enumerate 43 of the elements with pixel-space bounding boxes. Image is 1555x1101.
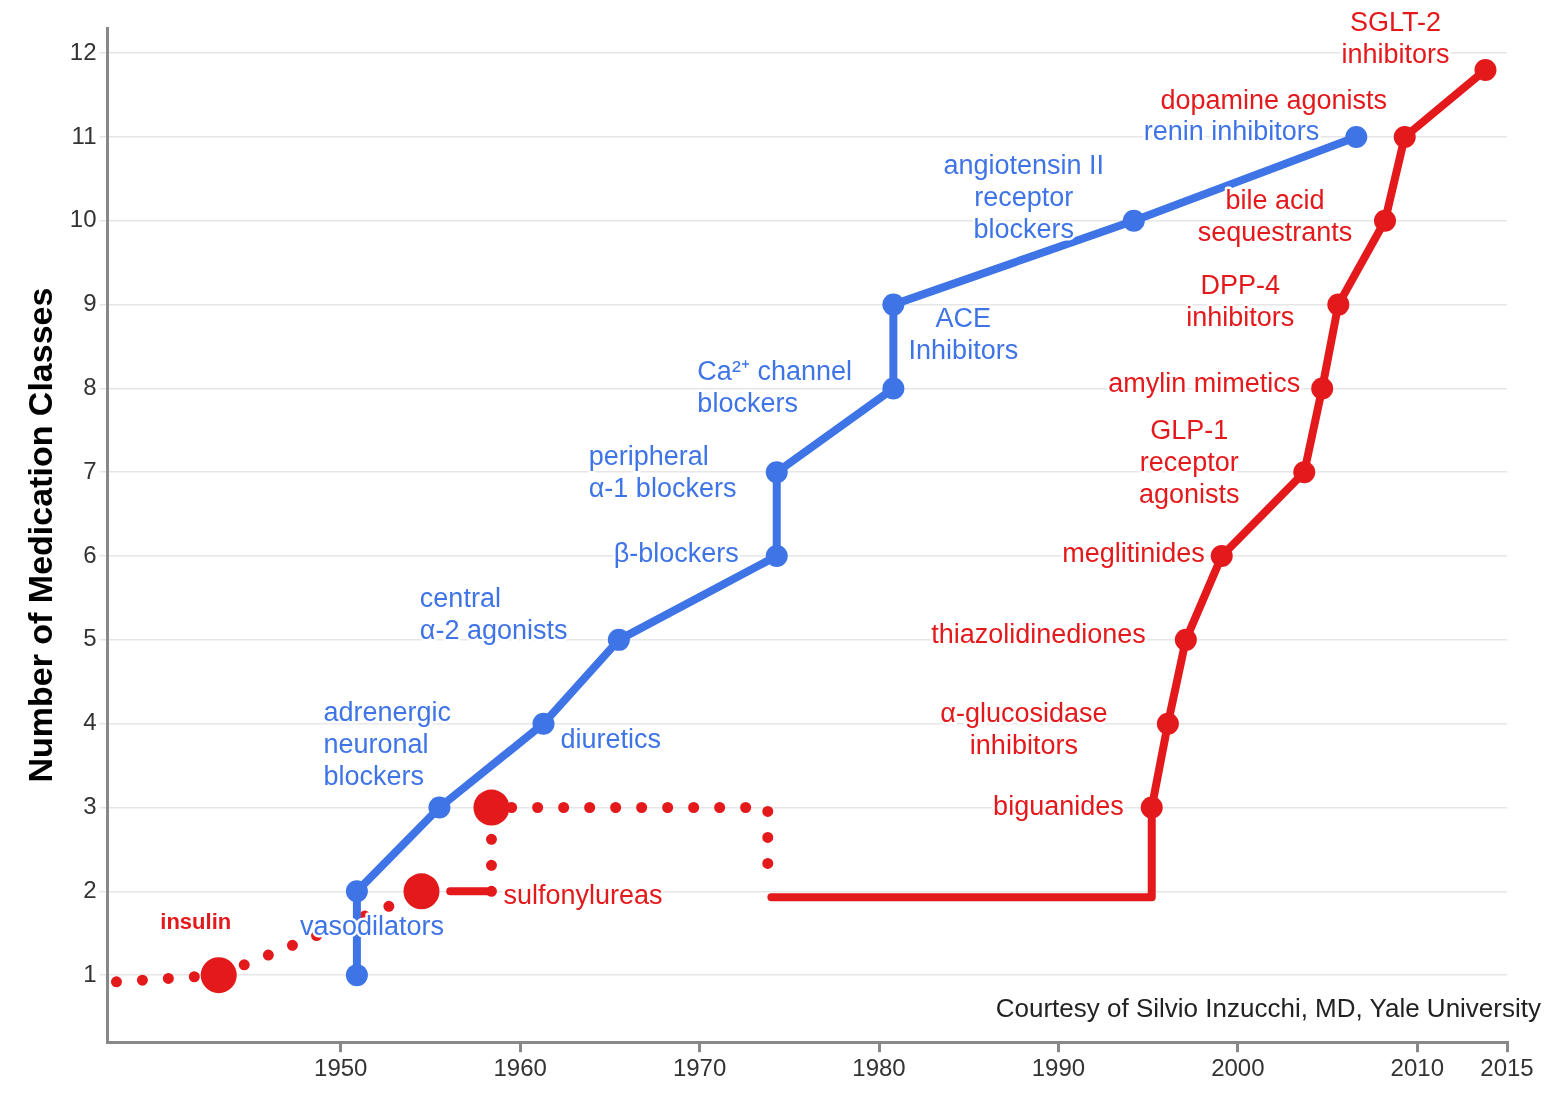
x-tick-label: 1950 [314, 1054, 368, 1082]
annotation: central α-2 agonists [419, 583, 568, 646]
annotation: Ca²⁺ channel blockers [697, 355, 852, 418]
y-tick-label: 3 [83, 792, 97, 820]
y-axis-title: Number of Medication Classes [20, 287, 59, 783]
annotation: sulfonylureas [503, 879, 663, 910]
annotation: biguanides [993, 790, 1124, 821]
annotation: angiotensin II receptor blockers [943, 150, 1105, 245]
x-tick-label: 1980 [852, 1054, 906, 1082]
annotation: peripheral α-1 blockers [588, 440, 737, 503]
annotation: ACE Inhibitors [908, 303, 1019, 366]
annotation: β-blockers [613, 537, 739, 568]
annotation: diuretics [560, 724, 662, 755]
y-tick-label: 1 [83, 959, 97, 987]
annotation: GLP-1 receptor agonists [1138, 414, 1240, 509]
y-tick-label: 4 [83, 708, 97, 736]
annotation: SGLT-2 inhibitors [1341, 7, 1450, 70]
x-tick-label: 1970 [672, 1054, 727, 1082]
annotation: dopamine agonists [1160, 85, 1388, 116]
x-tick-label: 1990 [1031, 1054, 1086, 1082]
y-tick-label: 6 [83, 540, 97, 568]
y-tick-label: 11 [71, 121, 97, 149]
x-tick-label: 2010 [1390, 1054, 1444, 1082]
y-tick-label: 10 [69, 205, 97, 233]
y-tick-label: 5 [83, 624, 97, 652]
x-tick-label: 2015 [1480, 1054, 1534, 1082]
annotation: thiazolidinediones [931, 619, 1146, 650]
annotation: amylin mimetics [1108, 367, 1301, 398]
annotation: insulin [160, 909, 232, 935]
x-tick-label: 1960 [493, 1054, 547, 1082]
y-tick-label: 2 [83, 875, 97, 903]
annotation: adrenergic neuronal blockers [323, 696, 452, 791]
annotation: DPP-4 inhibitors [1186, 270, 1295, 333]
y-tick-label: 12 [69, 37, 97, 65]
annotation: Courtesy of Silvio Inzucchi, MD, Yale University [995, 993, 1541, 1024]
annotation: meglitinides [1062, 537, 1205, 568]
y-tick-label: 9 [83, 289, 97, 317]
annotation: α-glucosidase inhibitors [940, 698, 1108, 761]
y-tick-label: 8 [83, 373, 97, 401]
y-tick-label: 7 [83, 456, 97, 484]
annotation: renin inhibitors [1143, 116, 1320, 147]
annotation: bile acid sequestrants [1197, 185, 1353, 248]
x-tick-label: 2000 [1211, 1054, 1265, 1082]
